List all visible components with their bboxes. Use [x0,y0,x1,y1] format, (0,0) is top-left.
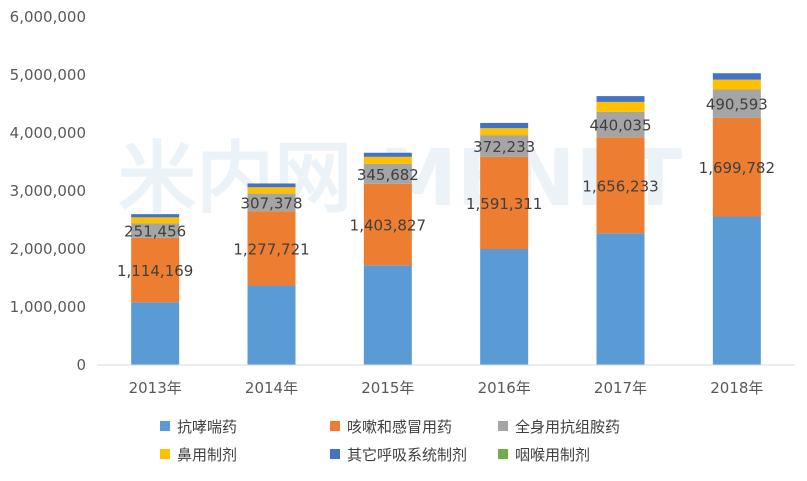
bar-segment [363,183,412,266]
data-label: 440,035 [589,117,651,135]
bar-segment [596,96,645,102]
data-label: 1,277,721 [233,240,309,258]
y-tick-label: 0 [76,356,86,374]
bar-segment [712,117,761,217]
data-label: 1,403,827 [350,217,426,235]
legend-label: 咳嗽和感冒用药 [347,418,452,436]
data-label: 345,682 [357,166,419,184]
x-tick-label: 2018年 [710,379,763,397]
x-axis: 2013年 2014年 2015年 2016年 2017年 2018年 [129,379,764,397]
bar-segment [363,163,412,184]
legend-swatch [160,449,170,459]
bar-segment [480,249,529,365]
bar-segment [247,183,296,188]
legend-swatch [330,421,340,431]
legend-label: 全身用抗组胺药 [515,418,620,436]
data-label: 307,378 [240,195,302,213]
bar-segment [247,211,296,286]
data-label: 1,699,782 [699,159,775,177]
data-label: 372,233 [473,138,535,156]
bar-segment [131,302,180,365]
legend-swatch [160,421,170,431]
legend-label: 咽喉用制剂 [515,446,590,464]
bar-segment [712,79,761,90]
bar-segment [363,265,412,365]
bar-segment [247,285,296,365]
bar-segment [596,137,645,234]
x-tick-label: 2014年 [245,379,298,397]
bar-segment [596,111,645,138]
bar-segment [712,73,761,80]
legend-swatch [330,449,340,459]
y-tick-label: 1,000,000 [10,298,86,316]
legend-swatch [498,421,508,431]
bar-segment [596,101,645,112]
data-label: 1,656,233 [582,177,658,195]
bar-segment [480,122,529,129]
x-tick-label: 2017年 [594,379,647,397]
bar-segment [480,156,529,249]
y-tick-label: 2,000,000 [10,240,86,258]
x-tick-label: 2013年 [129,379,182,397]
legend-swatch [498,449,508,459]
data-label: 1,114,169 [117,262,193,280]
bar-segment [712,89,761,118]
y-tick-label: 6,000,000 [10,8,86,26]
bar-segment [480,135,529,157]
data-label: 1,591,311 [466,195,542,213]
bar-segment [247,187,296,194]
bar-segment [712,216,761,365]
legend-label: 鼻用制剂 [177,446,237,464]
y-tick-label: 5,000,000 [10,66,86,84]
bar-segment [247,193,296,212]
x-tick-label: 2016年 [478,379,531,397]
bar-segment [131,237,180,303]
data-labels: 1,114,169 251,456 1,277,721 307,378 1,403,82… [117,96,775,280]
legend-label: 抗哮喘药 [177,418,237,436]
bars [131,73,761,365]
bar-segment [480,128,529,136]
bar-segment [596,233,645,365]
y-tick-label: 4,000,000 [10,124,86,142]
legend-label: 其它呼吸系统制剂 [347,446,467,464]
bar-segment [363,156,412,164]
bar-segment [131,223,180,238]
data-label: 490,593 [706,96,768,114]
bar-segment [363,152,412,157]
y-axis: 0 1,000,000 2,000,000 3,000,000 4,000,000 5,0… [10,8,86,374]
data-label: 251,456 [124,222,186,240]
bar-segment [131,214,180,218]
bar-segment [131,217,180,224]
y-tick-label: 3,000,000 [10,182,86,200]
x-tick-label: 2015年 [361,379,414,397]
